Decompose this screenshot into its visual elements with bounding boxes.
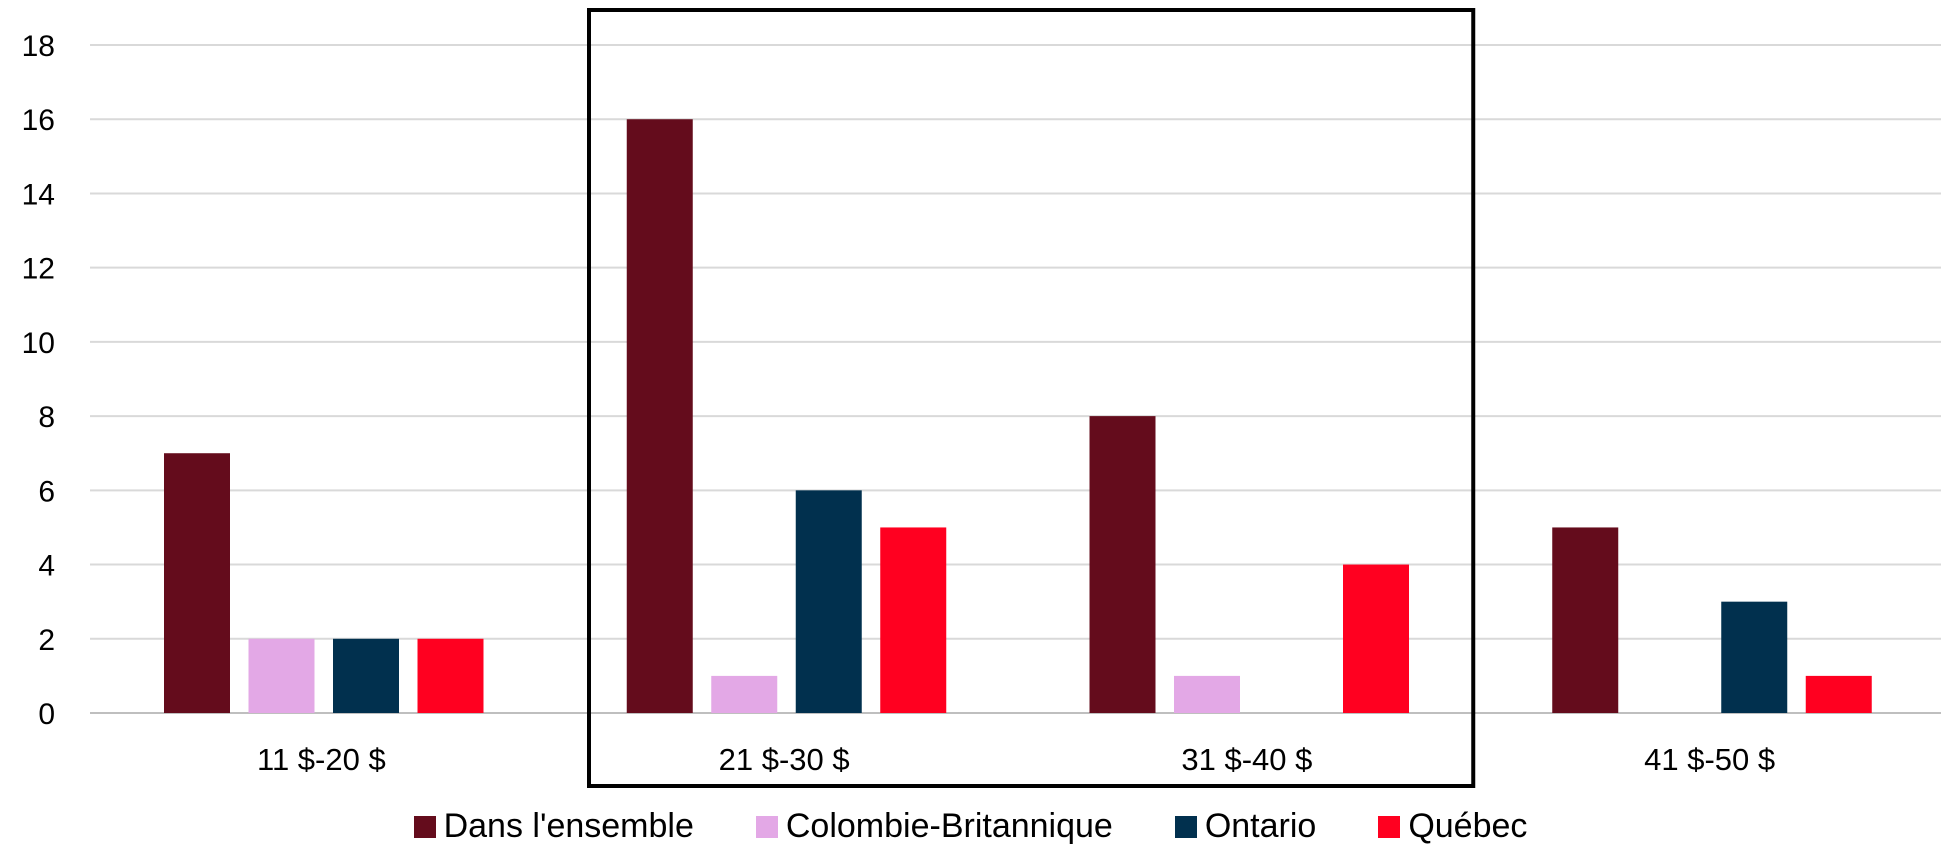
legend-swatch [413,815,436,838]
y-tick-label: 14 [22,178,55,211]
bar [333,638,399,713]
bar [164,453,230,713]
legend-swatch [1378,815,1401,838]
x-axis-labels: 11 $-20 $ 21 $-30 $ 31 $-40 $ 41 $-50 $ [257,742,1775,777]
legend-label: Colombie-Britannique [785,807,1113,845]
bar [1089,416,1156,713]
legend-swatch [755,815,778,838]
legend-label: Dans l'ensemble [443,807,694,845]
bar [1174,675,1240,713]
bar [1343,564,1409,713]
legend-label: Québec [1408,807,1528,845]
y-tick-label: 0 [38,698,55,731]
bar [1721,601,1788,713]
highlight-box [587,8,1476,788]
y-tick-label: 10 [22,327,55,360]
x-tick-label: 41 $-50 $ [1644,742,1775,777]
bar [795,490,862,713]
bar [1552,527,1619,713]
y-tick-label: 2 [38,624,55,657]
bar [1805,675,1872,713]
legend-item: Dans l'ensemble [413,807,694,846]
y-tick-label: 12 [22,253,55,286]
y-tick-label: 4 [38,550,55,583]
legend-label: Ontario [1204,807,1317,845]
legend-item: Colombie-Britannique [755,807,1113,846]
gridlines [90,44,1941,714]
legend: Dans l'ensemble Colombie-Britannique Ontar… [0,806,1941,847]
bar [626,119,693,713]
bar [711,675,778,713]
y-tick-label: 6 [38,475,55,508]
x-tick-label: 31 $-40 $ [1181,742,1312,777]
legend-item: Ontario [1174,807,1317,846]
legend-swatch [1174,815,1197,838]
bar [417,638,484,713]
x-tick-label: 21 $-30 $ [719,742,850,777]
y-tick-label: 18 [22,30,55,63]
y-tick-label: 16 [22,104,55,137]
bar [248,638,315,713]
legend-item: Québec [1378,807,1527,846]
x-tick-label: 11 $-20 $ [257,742,386,777]
bars [164,119,1872,713]
y-axis-ticks: 0 2 4 6 8 10 12 14 16 18 [22,30,55,731]
y-tick-label: 8 [38,401,55,434]
bar [880,527,947,713]
